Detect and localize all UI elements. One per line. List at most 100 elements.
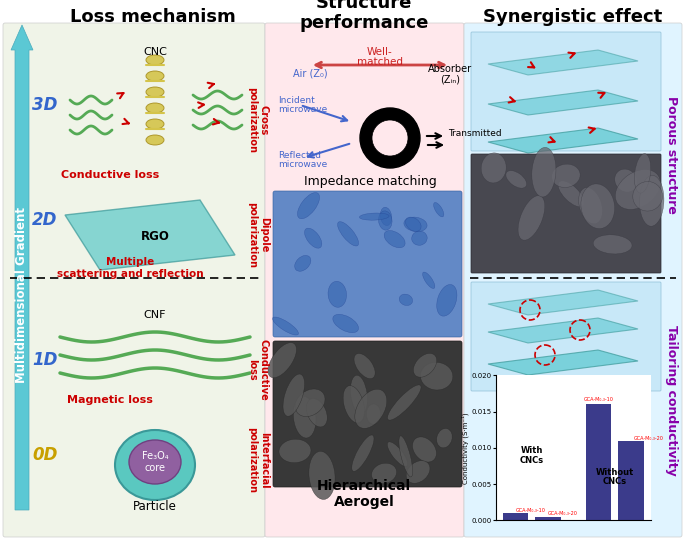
Ellipse shape — [354, 353, 375, 379]
Text: Without
CNCs: Without CNCs — [596, 467, 634, 486]
Ellipse shape — [406, 461, 430, 483]
Text: Conductive
loss: Conductive loss — [247, 339, 269, 401]
Polygon shape — [488, 90, 638, 115]
Ellipse shape — [146, 119, 164, 129]
Ellipse shape — [412, 231, 427, 245]
Ellipse shape — [413, 353, 437, 377]
Ellipse shape — [295, 389, 325, 417]
Ellipse shape — [338, 222, 358, 246]
Text: With
CNCs: With CNCs — [520, 446, 544, 465]
Ellipse shape — [437, 285, 457, 316]
Ellipse shape — [551, 164, 580, 188]
Polygon shape — [488, 50, 638, 75]
Text: GCA-M₀.₃-10: GCA-M₀.₃-10 — [584, 397, 614, 403]
Polygon shape — [488, 350, 638, 375]
Ellipse shape — [614, 169, 637, 192]
FancyBboxPatch shape — [273, 341, 462, 487]
Ellipse shape — [297, 193, 320, 219]
FancyBboxPatch shape — [471, 282, 661, 391]
Text: Tailoring conductivity: Tailoring conductivity — [666, 325, 679, 476]
FancyBboxPatch shape — [464, 23, 682, 537]
Ellipse shape — [295, 255, 311, 271]
Ellipse shape — [399, 436, 412, 477]
Ellipse shape — [436, 428, 452, 448]
Ellipse shape — [558, 181, 584, 207]
Text: 1D: 1D — [32, 351, 58, 369]
Text: Well-
matched: Well- matched — [357, 47, 403, 68]
Text: Absorber
(Zᵢₙ): Absorber (Zᵢₙ) — [428, 64, 472, 84]
Ellipse shape — [146, 103, 164, 113]
FancyBboxPatch shape — [265, 23, 464, 537]
Text: RGO: RGO — [140, 230, 169, 243]
Text: Interfacial
polarization: Interfacial polarization — [247, 427, 269, 493]
Ellipse shape — [355, 389, 387, 428]
Text: Hierarchical
Aerogel: Hierarchical Aerogel — [317, 479, 411, 509]
Ellipse shape — [328, 281, 347, 307]
Circle shape — [360, 108, 420, 168]
Polygon shape — [488, 318, 638, 343]
Text: Loss mechanism: Loss mechanism — [70, 8, 236, 26]
Ellipse shape — [146, 55, 164, 65]
Ellipse shape — [404, 217, 427, 232]
Ellipse shape — [412, 437, 436, 462]
Ellipse shape — [333, 314, 358, 333]
Ellipse shape — [593, 235, 632, 254]
Ellipse shape — [634, 154, 651, 193]
Text: GCA-M₀.₃-10: GCA-M₀.₃-10 — [516, 508, 545, 513]
Text: Particle: Particle — [133, 500, 177, 513]
Text: Conductive loss: Conductive loss — [61, 170, 159, 180]
Ellipse shape — [423, 272, 435, 288]
Ellipse shape — [351, 375, 367, 414]
Text: 3D: 3D — [32, 96, 58, 114]
Text: Fe₃O₄
core: Fe₃O₄ core — [142, 451, 169, 473]
Ellipse shape — [273, 317, 299, 335]
Text: Magnetic loss: Magnetic loss — [67, 395, 153, 405]
Text: GCA-M₀.₃-20: GCA-M₀.₃-20 — [548, 511, 578, 517]
Ellipse shape — [421, 362, 453, 390]
Text: Transmitted: Transmitted — [448, 129, 501, 137]
Ellipse shape — [633, 182, 662, 211]
Ellipse shape — [387, 442, 408, 466]
Text: Porous structure: Porous structure — [666, 96, 679, 214]
Ellipse shape — [579, 188, 602, 224]
Ellipse shape — [518, 196, 545, 240]
Text: Structure
performance: Structure performance — [299, 0, 429, 32]
Ellipse shape — [366, 404, 381, 424]
Ellipse shape — [406, 217, 421, 232]
Bar — [586, 405, 612, 520]
Ellipse shape — [532, 147, 556, 197]
Ellipse shape — [434, 202, 444, 217]
Ellipse shape — [581, 184, 614, 229]
Text: Multiple
scattering and reflection: Multiple scattering and reflection — [57, 257, 203, 279]
Text: CNC: CNC — [143, 47, 167, 57]
Ellipse shape — [293, 396, 316, 438]
Text: Reflected
microwave: Reflected microwave — [278, 150, 327, 169]
Ellipse shape — [384, 230, 405, 248]
Ellipse shape — [146, 87, 164, 97]
Circle shape — [372, 120, 408, 156]
Ellipse shape — [146, 71, 164, 81]
FancyBboxPatch shape — [3, 23, 265, 537]
Text: Synergistic effect: Synergistic effect — [484, 8, 662, 26]
Ellipse shape — [146, 135, 164, 145]
Bar — [619, 441, 644, 520]
Text: 2D: 2D — [32, 211, 58, 229]
Ellipse shape — [343, 386, 364, 423]
Y-axis label: Conductivity (S·m⁻¹): Conductivity (S·m⁻¹) — [461, 412, 469, 484]
Text: CNF: CNF — [144, 310, 166, 320]
Text: 0D: 0D — [32, 446, 58, 464]
FancyArrow shape — [11, 25, 33, 510]
Ellipse shape — [640, 175, 664, 226]
Text: Cross
polarization: Cross polarization — [247, 87, 269, 153]
Ellipse shape — [506, 170, 527, 188]
Text: Multidimensional Gradient: Multidimensional Gradient — [16, 207, 29, 383]
Ellipse shape — [306, 399, 327, 427]
Ellipse shape — [379, 211, 392, 230]
Polygon shape — [488, 290, 638, 315]
FancyBboxPatch shape — [273, 191, 462, 337]
Bar — [503, 513, 528, 520]
Polygon shape — [65, 200, 235, 270]
FancyBboxPatch shape — [471, 154, 661, 273]
Text: Incident
microwave: Incident microwave — [278, 96, 327, 114]
Ellipse shape — [305, 228, 322, 248]
